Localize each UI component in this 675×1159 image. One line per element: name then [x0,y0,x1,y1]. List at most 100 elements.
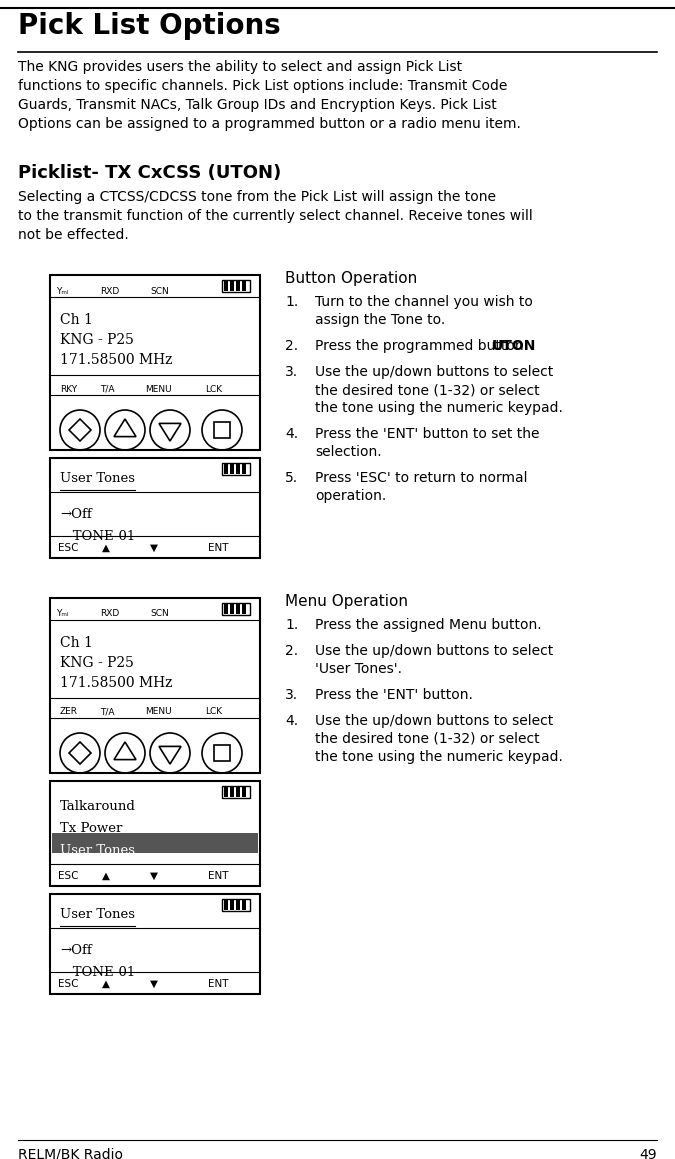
Bar [222,603,250,615]
Bar [242,604,246,614]
Text: Menu Operation: Menu Operation [285,595,408,608]
Bar [224,604,228,614]
Text: KNG - P25: KNG - P25 [60,656,134,670]
Text: ENT: ENT [208,872,229,881]
Text: RKY: RKY [60,385,77,394]
Bar [236,464,240,474]
Bar [242,901,246,910]
Bar [224,280,228,291]
Text: →Off: →Off [60,508,92,520]
Text: ESC: ESC [58,544,78,553]
Text: operation.: operation. [315,489,386,503]
Text: ▼: ▼ [150,979,158,989]
Bar [242,280,246,291]
Text: to the transmit function of the currently select channel. Receive tones will: to the transmit function of the currentl… [18,209,533,223]
Text: 2.: 2. [285,338,298,353]
Polygon shape [159,423,181,442]
Text: SCN: SCN [150,286,169,296]
Text: ENT: ENT [208,544,229,553]
Text: the desired tone (1-32) or select: the desired tone (1-32) or select [315,732,539,746]
Polygon shape [69,420,91,442]
Bar [214,422,230,438]
Text: Press the 'ENT' button.: Press the 'ENT' button. [315,688,473,702]
Bar [50,598,260,773]
Text: User Tones: User Tones [60,845,135,858]
Text: Press the programmed button.: Press the programmed button. [315,338,533,353]
Text: functions to specific channels. Pick List options include: Transmit Code: functions to specific channels. Pick Lis… [18,79,508,93]
Text: 49: 49 [639,1149,657,1159]
Text: ▼: ▼ [150,544,158,553]
Text: KNG - P25: KNG - P25 [60,333,134,347]
Text: SCN: SCN [150,610,169,619]
Text: The KNG provides users the ability to select and assign Pick List: The KNG provides users the ability to se… [18,60,462,74]
Text: Ch 1: Ch 1 [60,636,93,650]
Bar [242,464,246,474]
Text: Button Operation: Button Operation [285,271,417,286]
Bar [222,786,250,799]
Bar [230,604,234,614]
Text: 'User Tones'.: 'User Tones'. [315,662,402,676]
Text: 2.: 2. [285,644,298,658]
Text: 1.: 1. [285,618,298,632]
Bar [222,280,250,292]
Bar [230,787,234,797]
Text: 171.58500 MHz: 171.58500 MHz [60,353,172,367]
Text: TONE-01: TONE-01 [60,965,135,978]
Text: ZER: ZER [60,707,78,716]
Text: T/A: T/A [100,385,115,394]
Bar [224,901,228,910]
Text: MENU: MENU [145,385,171,394]
Bar [52,833,258,853]
Bar [50,275,260,450]
Text: Use the up/down buttons to select: Use the up/down buttons to select [315,714,554,728]
Text: Options can be assigned to a programmed button or a radio menu item.: Options can be assigned to a programmed … [18,117,521,131]
Text: 4.: 4. [285,427,298,442]
Polygon shape [69,742,91,764]
Bar [50,458,260,557]
Text: the tone using the numeric keypad.: the tone using the numeric keypad. [315,401,563,415]
Text: User Tones: User Tones [60,909,135,921]
Text: Tx Power: Tx Power [60,823,122,836]
Text: LCK: LCK [205,707,222,716]
Text: Yₘₗ: Yₘₗ [56,610,68,619]
Text: 1.: 1. [285,296,298,309]
Text: Selecting a CTCSS/CDCSS tone from the Pick List will assign the tone: Selecting a CTCSS/CDCSS tone from the Pi… [18,190,496,204]
Text: Use the up/down buttons to select: Use the up/down buttons to select [315,365,554,379]
Text: User Tones: User Tones [60,473,135,486]
Text: TONE-01: TONE-01 [60,530,135,542]
Bar [236,604,240,614]
Text: Ch 1: Ch 1 [60,313,93,327]
Text: selection.: selection. [315,445,381,459]
Text: Picklist- TX CxCSS (UTON): Picklist- TX CxCSS (UTON) [18,165,281,182]
Bar [230,280,234,291]
Bar [214,745,230,761]
Text: 5.: 5. [285,471,298,484]
Text: ▲: ▲ [102,544,110,553]
Text: Press the assigned Menu button.: Press the assigned Menu button. [315,618,541,632]
Polygon shape [114,420,136,437]
Text: UTON: UTON [492,338,536,353]
Text: Talkaround: Talkaround [60,801,136,814]
Text: ENT: ENT [208,979,229,989]
Text: ESC: ESC [58,872,78,881]
Bar [222,899,250,911]
Bar [50,894,260,994]
Text: Pick List Options: Pick List Options [18,12,281,41]
Bar [222,462,250,475]
Text: ▲: ▲ [102,979,110,989]
Text: RELM/BK Radio: RELM/BK Radio [18,1149,123,1159]
Text: 3.: 3. [285,688,298,702]
Bar [236,787,240,797]
Text: Use the up/down buttons to select: Use the up/down buttons to select [315,644,554,658]
Text: Yₘₗ: Yₘₗ [56,286,68,296]
Polygon shape [114,742,136,759]
Bar [230,901,234,910]
Bar [224,464,228,474]
Text: Turn to the channel you wish to: Turn to the channel you wish to [315,296,533,309]
Text: RXD: RXD [100,286,119,296]
Text: RXD: RXD [100,610,119,619]
Text: ▲: ▲ [102,872,110,881]
Text: Press the 'ENT' button to set the: Press the 'ENT' button to set the [315,427,539,442]
Text: the tone using the numeric keypad.: the tone using the numeric keypad. [315,750,563,764]
Text: MENU: MENU [145,707,171,716]
